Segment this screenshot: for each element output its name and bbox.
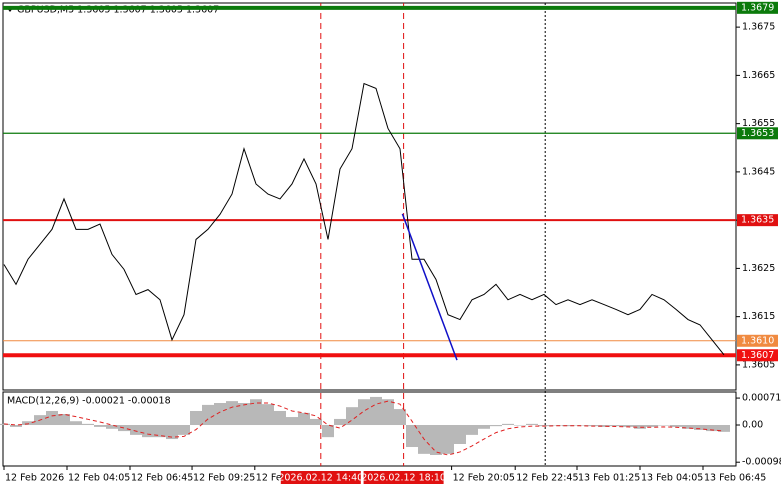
level-tag [737,349,778,362]
y-tick-label: 1.3625 [742,263,775,274]
price-panel [2,2,737,391]
y-tick-label: -0.00098 [742,457,781,468]
macd-bar [442,425,454,454]
macd-bar [82,423,94,426]
level-label: 1.3653 [741,128,774,139]
x-tick-label: 12 Feb 2026 [5,473,64,484]
macd-bar [346,407,358,426]
level-label: 1.3607 [741,350,774,361]
y-tick-label: 0.00 [742,420,763,431]
price-line [3,82,725,356]
x-tick-label: 13 Feb 06:45 [704,473,766,484]
macd-bar [106,425,118,429]
time-tag [363,471,444,484]
macd-bar [394,409,406,426]
macd-bar [178,425,190,435]
macd-title: MACD(12,26,9) -0.00021 -0.00018 [7,396,171,407]
level-label: 1.3635 [741,215,774,226]
macd-bar [286,417,298,426]
macd-bar [586,425,598,427]
macd-bar [154,425,166,438]
macd-bar [10,425,22,427]
macd-bar [646,425,658,427]
level-label: 1.3679 [741,2,774,13]
macd-bar [694,425,706,430]
macd-bar [310,418,322,426]
y-tick-label: 1.3615 [742,311,775,322]
macd-bar [718,425,730,432]
y-tick-label: 1.3665 [742,70,775,81]
macd-bar [478,425,490,429]
macd-bar [406,425,418,448]
x-tick-label: 12 Feb 09:25 [193,473,255,484]
macd-bar [670,425,682,427]
macd-bar [58,414,70,426]
macd-bar [142,425,154,438]
level-tag [737,127,778,140]
macd-bar [226,401,238,426]
macd-bar [22,421,34,426]
macd-bar [550,425,562,426]
macd-bar [622,425,634,427]
macd-bar [130,425,142,435]
y-tick-label: 1.3605 [742,359,775,370]
macd-bar [274,410,286,426]
macd-bar [466,425,478,435]
macd-bar [190,410,202,426]
macd-bar [322,425,334,438]
macd-bar [502,423,514,426]
time-tag [280,471,361,484]
macd-bar [454,425,466,444]
macd-bar [574,425,586,426]
trend-line [401,213,458,361]
macd-bar [46,410,58,426]
macd-bar [214,403,226,426]
level-tag [737,214,778,227]
time-tag-label: 2026.02.12 14:40 [278,473,363,484]
macd-bar [658,425,670,426]
y-tick-label: 1.3675 [742,22,775,33]
x-tick-label: 12 Feb 20:05 [453,473,515,484]
macd-bar [634,425,646,429]
macd-bar [598,425,610,427]
x-tick-label: 13 Feb 04:05 [641,473,703,484]
macd-bar [166,425,178,440]
macd-bar [262,404,274,426]
x-tick-label: 12 Feb 06:45 [131,473,193,484]
level-label: 1.3610 [741,335,774,346]
level-tag [737,334,778,347]
macd-bar [610,425,622,427]
macd-bar [430,425,442,455]
macd-bar [706,425,718,432]
macd-bar [250,399,262,426]
macd-bar [70,421,82,426]
macd-bar [238,403,250,426]
macd-bar [562,425,574,427]
macd-bar [382,399,394,426]
y-tick-label: 0.00071 [742,393,781,404]
macd-bar [682,425,694,429]
y-tick-label: 1.3655 [742,118,775,129]
level-tag [737,1,778,14]
macd-bar [370,396,382,426]
macd-bar [202,404,214,426]
macd-bar [526,423,538,426]
macd-bar [514,425,526,426]
macd-bar [94,425,106,427]
x-tick-label: 12 Feb 04:05 [68,473,130,484]
macd-bar [490,425,502,427]
time-tag-label: 2026.02.12 18:10 [361,473,446,484]
macd-bar [298,412,310,426]
y-tick-label: 1.3645 [742,166,775,177]
macd-bar [118,425,130,432]
macd-bar [358,399,370,426]
x-tick-label: 13 Feb 01:25 [578,473,640,484]
macd-bar [538,425,550,427]
macd-bar [334,418,346,426]
x-tick-label: 12 Feb 22:45 [516,473,578,484]
chart-title: GBPUSD,M5 1.3605 1.3607 1.3605 1.3607 [17,5,219,16]
